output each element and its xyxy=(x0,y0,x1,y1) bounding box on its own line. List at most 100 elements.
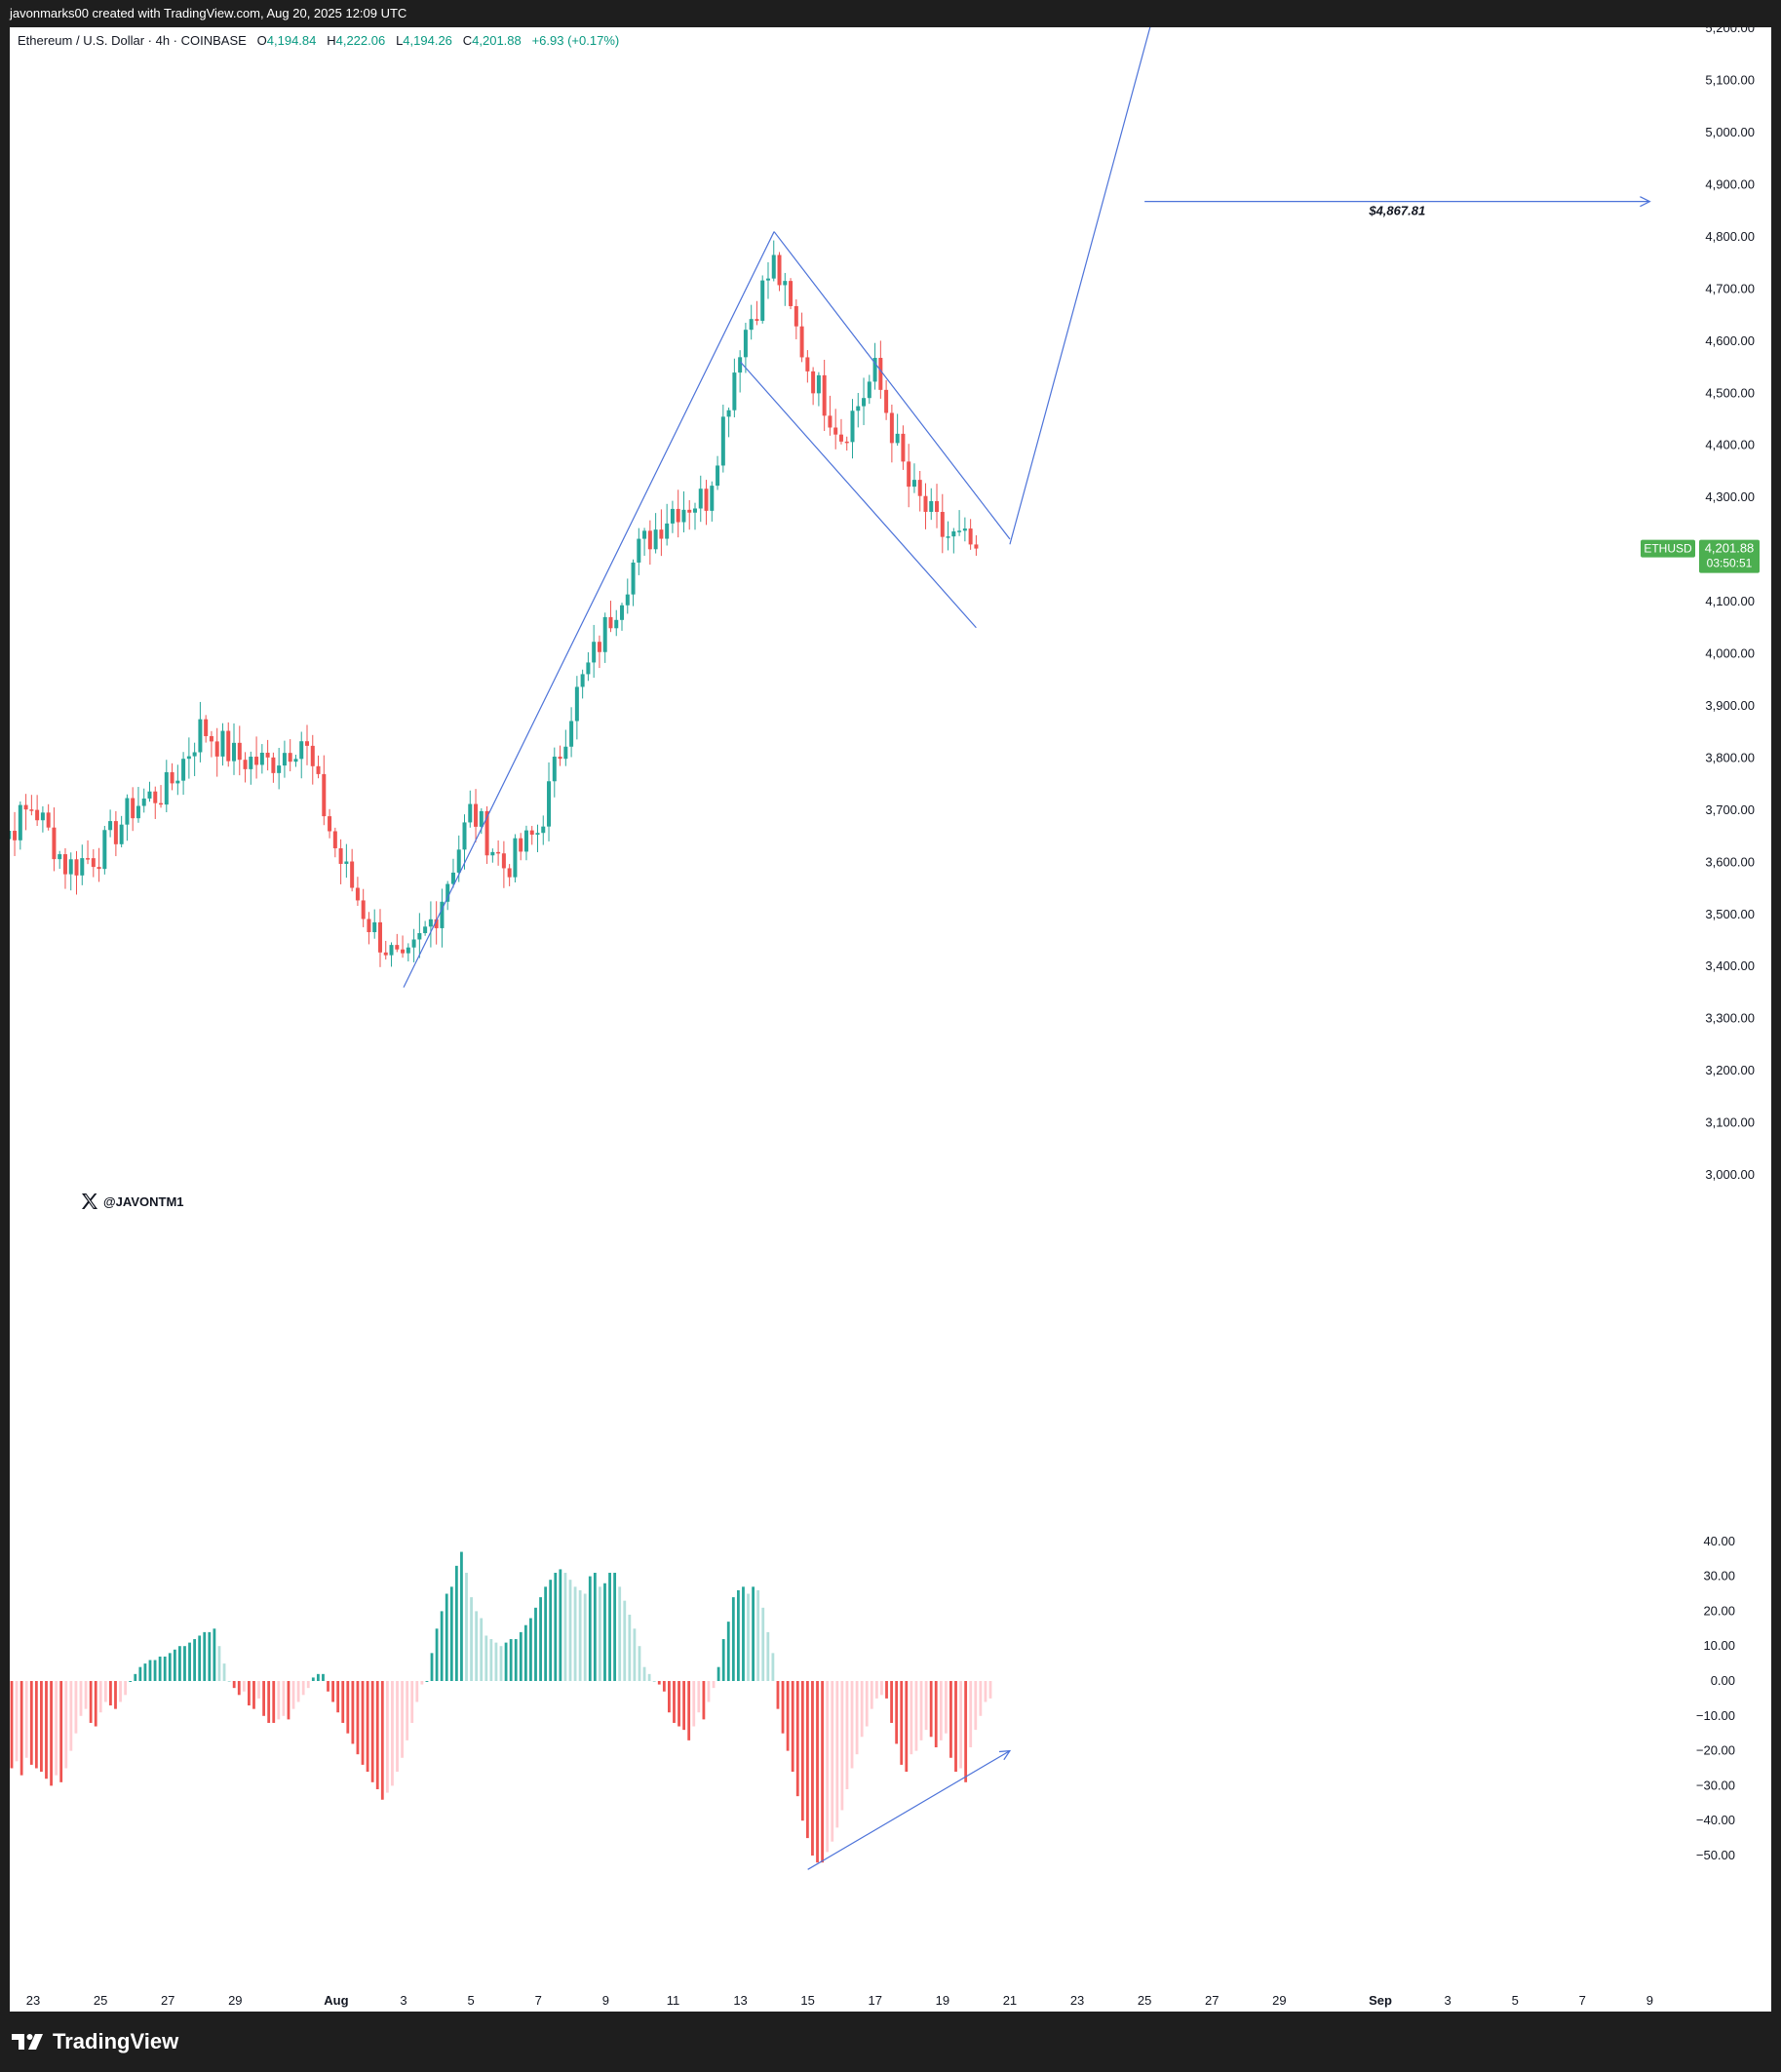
chart-canvas[interactable]: 5,700.005,600.005,500.005,400.005,300.00… xyxy=(10,27,1771,2012)
histogram-bar xyxy=(642,1666,646,1681)
candle-body xyxy=(681,509,686,523)
chart-frame[interactable]: 5,700.005,600.005,500.005,400.005,300.00… xyxy=(10,27,1771,2012)
candle-body xyxy=(86,858,91,860)
histogram-bar xyxy=(470,1597,473,1681)
candle-body xyxy=(35,809,40,821)
price-axis-label: 4,400.00 xyxy=(1705,438,1755,452)
candle-body xyxy=(243,760,248,769)
histogram-bar xyxy=(494,1642,498,1681)
histogram-bar xyxy=(465,1573,468,1681)
candle-body xyxy=(186,756,191,760)
candle-body xyxy=(209,735,213,742)
candle-body xyxy=(490,851,495,856)
histogram-bar xyxy=(247,1681,251,1706)
histogram-bar xyxy=(277,1681,281,1720)
candle-body xyxy=(496,851,501,854)
histogram-bar xyxy=(69,1681,73,1751)
histogram-bar xyxy=(454,1565,458,1681)
candle-body xyxy=(720,416,725,466)
time-axis-label: 7 xyxy=(1579,1993,1586,2008)
candle-body xyxy=(198,719,203,753)
histogram-bar xyxy=(504,1642,508,1681)
histogram-bar xyxy=(573,1586,577,1681)
candle-body xyxy=(74,859,79,876)
oscillator-axis-label: −40.00 xyxy=(1696,1813,1735,1827)
histogram-bar xyxy=(449,1586,453,1681)
candle-body xyxy=(428,919,433,927)
histogram-bar xyxy=(766,1631,770,1681)
price-axis-label: 4,100.00 xyxy=(1705,594,1755,608)
histogram-bar xyxy=(460,1551,463,1681)
histogram-bar xyxy=(831,1681,834,1842)
histogram-bar xyxy=(406,1681,409,1740)
histogram-bar xyxy=(519,1631,523,1681)
histogram-bar xyxy=(29,1681,33,1765)
change-value: +6.93 (+0.17%) xyxy=(531,33,620,48)
candle-body xyxy=(254,757,259,765)
histogram-bar xyxy=(109,1681,112,1706)
candle-body xyxy=(597,642,601,652)
candle-body xyxy=(316,765,321,774)
histogram-bar xyxy=(74,1681,78,1734)
tradingview-brand[interactable]: TradingView xyxy=(12,2029,178,2054)
histogram-bar xyxy=(178,1646,181,1681)
candle-body xyxy=(277,765,282,773)
histogram-bar xyxy=(870,1681,873,1709)
candle-body xyxy=(637,538,641,563)
candle-body xyxy=(828,415,832,428)
time-axis-label: 29 xyxy=(1272,1993,1286,2008)
candle-body xyxy=(771,254,776,279)
time-axis-label: 5 xyxy=(1512,1993,1519,2008)
histogram-bar xyxy=(410,1681,414,1723)
candle-body xyxy=(704,489,709,511)
symbol-description[interactable]: Ethereum / U.S. Dollar · 4h · COINBASE xyxy=(18,33,247,48)
histogram-bar xyxy=(55,1681,58,1776)
histogram-bar xyxy=(79,1681,83,1716)
histogram-bar xyxy=(692,1681,696,1727)
time-axis-label: 25 xyxy=(94,1993,107,2008)
histogram-bar xyxy=(752,1586,755,1681)
histogram-bar xyxy=(776,1681,780,1709)
histogram-bar xyxy=(237,1681,241,1696)
candle-body xyxy=(58,854,62,860)
candle-body xyxy=(440,901,445,928)
histogram-bar xyxy=(697,1681,701,1713)
candle-body xyxy=(946,536,950,538)
candle-body xyxy=(417,933,422,940)
candle-body xyxy=(535,833,540,836)
candle-body xyxy=(716,465,720,487)
candle-body xyxy=(367,919,371,933)
histogram-bar xyxy=(865,1681,869,1727)
candle-body xyxy=(625,594,630,606)
time-axis-label: 9 xyxy=(602,1993,609,2008)
histogram-bar xyxy=(45,1681,48,1779)
histogram-bar xyxy=(370,1681,374,1782)
price-axis-label: 5,100.00 xyxy=(1705,73,1755,88)
histogram-bar xyxy=(34,1681,38,1769)
candle-body xyxy=(181,759,186,781)
histogram-bar xyxy=(687,1681,691,1740)
histogram-bar xyxy=(682,1681,686,1731)
histogram-bar xyxy=(874,1681,878,1699)
histogram-bar xyxy=(499,1646,503,1681)
histogram-bar xyxy=(939,1681,943,1740)
candle-body xyxy=(563,746,568,760)
candle-body xyxy=(878,358,883,390)
histogram-bar xyxy=(257,1681,260,1699)
candle-body xyxy=(456,849,461,873)
histogram-bar xyxy=(311,1677,315,1681)
open-value: 4,194.84 xyxy=(266,33,317,48)
time-axis-label: Sep xyxy=(1369,1993,1392,2008)
histogram-bar xyxy=(15,1681,19,1762)
candle-body xyxy=(249,757,253,769)
histogram-bar xyxy=(484,1635,488,1681)
histogram-bar xyxy=(84,1681,88,1709)
histogram-bar xyxy=(134,1673,137,1681)
candle-body xyxy=(653,529,658,550)
histogram-bar xyxy=(840,1681,844,1811)
candle-body xyxy=(344,861,349,864)
price-axis-label: 4,800.00 xyxy=(1705,229,1755,244)
candle-body xyxy=(372,921,377,933)
candle-body xyxy=(332,831,337,848)
histogram-bar xyxy=(652,1681,656,1682)
